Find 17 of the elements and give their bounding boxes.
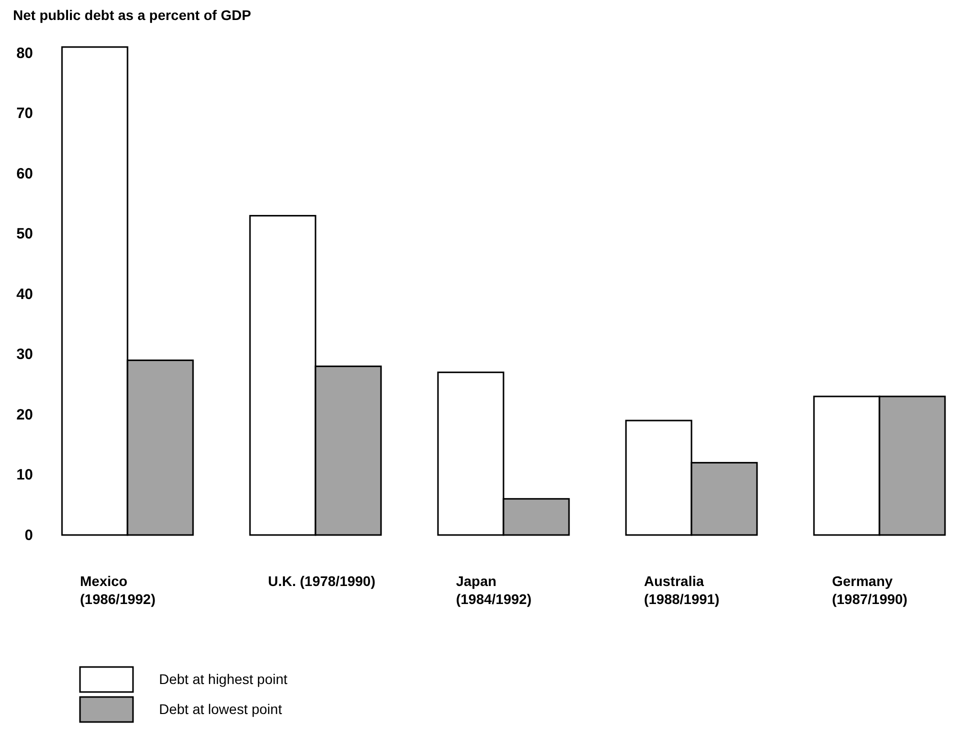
x-tick-label: U.K. (1978/1990)	[268, 573, 376, 589]
y-tick-label: 60	[16, 165, 33, 182]
y-tick-label: 40	[16, 286, 33, 303]
y-tick-label: 80	[16, 44, 33, 62]
y-tick-label: 20	[16, 406, 33, 424]
x-tick-label: Germany (1987/1990)	[832, 573, 908, 607]
y-tick-label: 70	[16, 105, 33, 122]
x-tick-label: Mexico (1986/1992)	[80, 573, 156, 607]
y-tick-label: 0	[24, 526, 33, 544]
y-tick-label: 50	[16, 226, 33, 243]
x-tick-label: Japan (1984/1992)	[456, 573, 532, 607]
legend-label: Debt at highest point	[159, 671, 288, 687]
x-tick-label: Australia (1988/1991)	[644, 573, 720, 607]
chart-title: Net public debt as a percent of GDP	[13, 7, 252, 23]
legend-label: Debt at lowest point	[159, 701, 282, 717]
y-tick-label: 10	[16, 466, 33, 484]
y-tick-label: 30	[16, 346, 33, 364]
